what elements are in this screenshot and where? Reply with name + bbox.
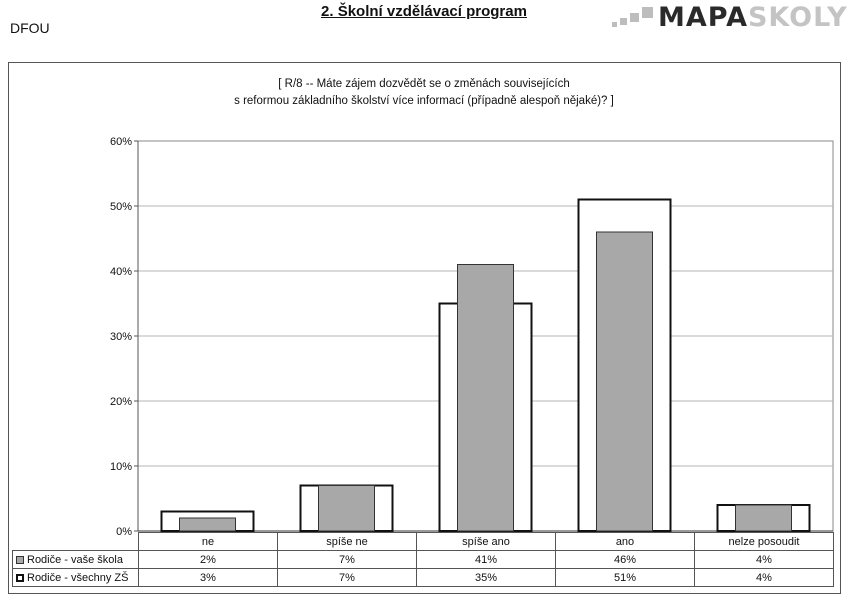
y-tick-label: 30% (110, 331, 132, 343)
bar-your-school (735, 504, 792, 532)
table-corner-cell (12, 532, 139, 551)
school-code: DFOU (10, 20, 50, 36)
chart-title: [ R/8 -- Máte zájem dozvědět se o změnác… (0, 76, 848, 110)
y-tick-label: 50% (110, 201, 132, 213)
category-label: spíše ne (277, 532, 417, 551)
logo-squares-icon (612, 3, 654, 31)
y-tick-label: 60% (110, 136, 132, 148)
data-label: 46% (555, 550, 695, 569)
table-header-row: ne spíše ne spíše ano ano nelze posoudit (12, 532, 834, 551)
bar-your-school (318, 485, 375, 532)
legend-label: Rodiče - vaše škola (27, 553, 123, 566)
chart-title-line-2: s reformou základního školství více info… (234, 95, 614, 107)
chart-title-line-1: [ R/8 -- Máte zájem dozvědět se o změnác… (278, 78, 570, 90)
data-label: 3% (138, 568, 278, 587)
data-label: 2% (138, 550, 278, 569)
data-label: 35% (416, 568, 556, 587)
data-label: 7% (277, 550, 417, 569)
y-tick-label: 10% (110, 461, 132, 473)
legend-swatch-gray-icon (16, 555, 24, 564)
table-row-school: Rodiče - vaše škola 2% 7% 41% 46% 4% (12, 550, 834, 569)
data-table: ne spíše ne spíše ano ano nelze posoudit… (12, 532, 834, 587)
data-label: 51% (555, 568, 695, 587)
bar-your-school (596, 231, 653, 532)
logo-text-mapa: MAPA (658, 1, 748, 33)
legend-swatch-white-icon (16, 573, 24, 582)
category-label: ne (138, 532, 278, 551)
data-label: 41% (416, 550, 556, 569)
page-heading: 2. Školní vzdělávací program (321, 3, 527, 20)
legend-entry-school: Rodiče - vaše škola (12, 550, 139, 569)
mapaskoly-logo: MAPA SKOLY (612, 1, 848, 33)
category-label: nelze posoudit (694, 532, 834, 551)
logo-text-skoly: SKOLY (747, 1, 848, 33)
data-label: 4% (694, 550, 834, 569)
category-label: spíše ano (416, 532, 556, 551)
legend-label: Rodiče - všechny ZŠ (27, 571, 129, 584)
table-row-all: Rodiče - všechny ZŠ 3% 7% 35% 51% 4% (12, 568, 834, 587)
y-tick-label: 20% (110, 396, 132, 408)
bar-your-school (179, 517, 236, 532)
data-label: 7% (277, 568, 417, 587)
bar-your-school (457, 264, 514, 532)
category-label: ano (555, 532, 695, 551)
legend-entry-all: Rodiče - všechny ZŠ (12, 568, 139, 587)
data-label: 4% (694, 568, 834, 587)
chart-frame (8, 62, 841, 594)
y-tick-label: 40% (110, 266, 132, 278)
